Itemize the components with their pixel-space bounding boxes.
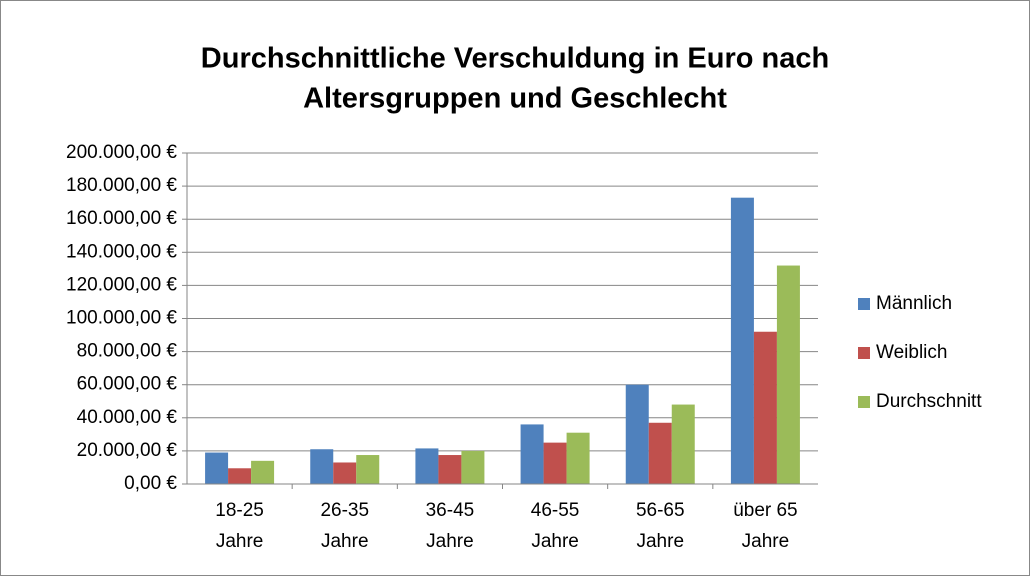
y-tick-label: 140.000,00 € — [66, 241, 177, 262]
y-tick-label: 60.000,00 € — [77, 374, 178, 395]
bar — [333, 462, 357, 484]
bar — [310, 449, 334, 484]
bar — [753, 331, 777, 484]
y-tick-label: 180.000,00 € — [66, 175, 177, 196]
x-tick-label-line: Jahre — [426, 531, 474, 552]
bar — [520, 424, 544, 484]
y-tick-label: 40.000,00 € — [77, 407, 178, 428]
bar — [671, 404, 695, 484]
x-tick-label-line: Jahre — [216, 531, 264, 552]
x-tick-label-line: 56-65 — [636, 500, 685, 521]
bar — [251, 460, 275, 484]
bar — [648, 422, 672, 484]
legend-label: Durchschnitt — [876, 391, 982, 412]
bar — [356, 455, 380, 484]
bar — [438, 455, 462, 484]
x-tick-label: über 65 Jahre — [733, 500, 797, 552]
x-tick-label-line: Jahre — [742, 531, 790, 552]
x-tick-label-line: 36-45 — [426, 500, 475, 521]
bar — [228, 468, 252, 484]
x-tick-label-line: 18-25 — [215, 500, 264, 521]
x-tick-label-line: Jahre — [636, 531, 684, 552]
x-tick-label: 36-45 Jahre — [426, 500, 475, 552]
x-tick-label: 56-65 Jahre — [636, 500, 685, 552]
bar — [543, 442, 567, 484]
x-tick-label-line: Jahre — [321, 531, 369, 552]
y-tick-label: 160.000,00 € — [66, 208, 177, 229]
bar — [566, 432, 590, 484]
y-tick-label: 0,00 € — [124, 473, 177, 494]
legend-swatch — [858, 298, 870, 310]
x-tick-label: 26-35 Jahre — [320, 500, 369, 552]
y-tick-label: 200.000,00 € — [66, 142, 177, 163]
legend-label: Weiblich — [876, 342, 947, 363]
bar — [730, 197, 754, 484]
x-tick-label: 46-55 Jahre — [531, 500, 580, 552]
bar — [415, 448, 439, 484]
x-tick-label-line: über 65 — [733, 500, 797, 521]
bar — [461, 450, 485, 484]
y-tick-label: 20.000,00 € — [77, 440, 178, 461]
y-tick-label: 80.000,00 € — [77, 341, 178, 362]
x-tick-label-line: Jahre — [531, 531, 579, 552]
bar — [205, 452, 229, 484]
bar — [776, 265, 800, 484]
legend-swatch — [858, 396, 870, 408]
bar — [625, 384, 649, 484]
chart-title: Altersgruppen und Geschlecht — [303, 83, 727, 115]
x-tick-label-line: 46-55 — [531, 500, 580, 521]
x-tick-label-line: 26-35 — [320, 500, 369, 521]
x-tick-label: 18-25 Jahre — [215, 500, 264, 552]
y-tick-label: 100.000,00 € — [66, 308, 177, 329]
chart-title: Durchschnittliche Verschuldung in Euro n… — [201, 43, 829, 75]
legend-label: Männlich — [876, 293, 952, 314]
y-tick-label: 120.000,00 € — [66, 274, 177, 295]
legend-swatch — [858, 347, 870, 359]
